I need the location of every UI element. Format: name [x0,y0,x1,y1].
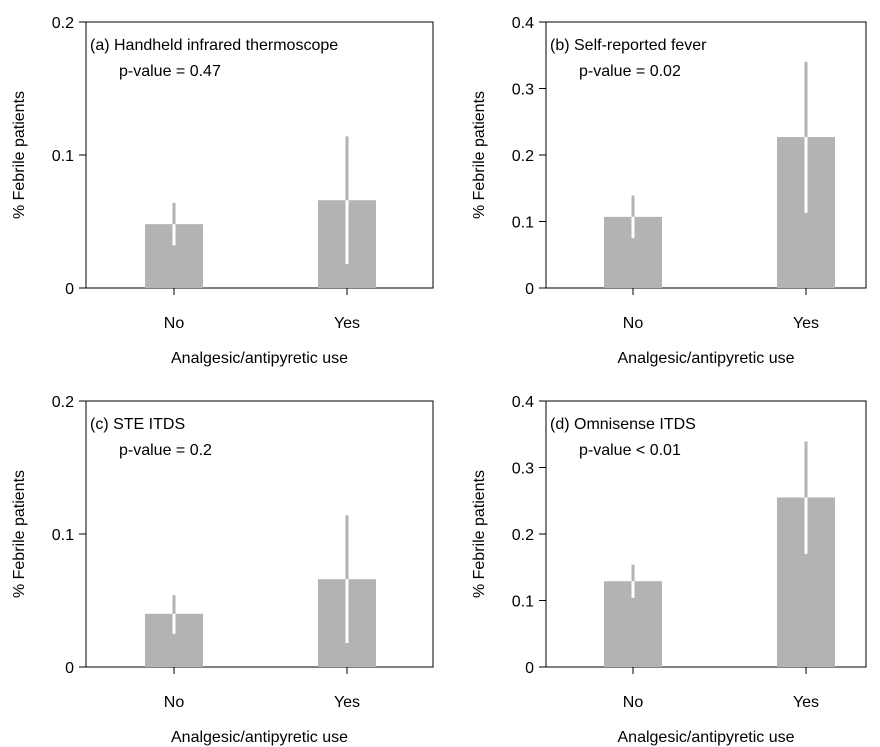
chart-panel-d: 0 0.1 0.2 0.3 0.4 % Febrile patients No Yes Anal… [471,394,867,746]
p-value-label: p-value = 0.02 [579,63,681,80]
y-tick-label: 0 [525,660,534,677]
y-tick-label: 0.1 [52,148,74,165]
p-value-label: p-value = 0.2 [119,442,212,459]
x-tick-label-yes: Yes [334,694,360,711]
panel-title: (a) Handheld infrared thermoscope [90,37,338,54]
y-tick-label: 0 [65,281,74,298]
y-tick-label: 0.3 [512,82,534,99]
y-tick-label: 0.1 [52,527,74,544]
chart-panel-b: 0 0.1 0.2 0.3 0.4 % Febrile patients No Yes Anal… [471,15,867,367]
y-tick-label: 0.1 [512,215,534,232]
panel-title: (b) Self-reported fever [550,37,707,54]
x-axis-title: Analgesic/antipyretic use [171,350,348,367]
x-tick-label-no: No [623,315,644,332]
plot-frame [85,400,434,668]
x-tick-label-no: No [623,694,644,711]
y-tick-label: 0.4 [512,15,534,32]
x-axis-title: Analgesic/antipyretic use [618,729,795,746]
y-tick-label: 0.2 [52,394,74,411]
x-axis-title: Analgesic/antipyretic use [171,729,348,746]
y-axis-title: % Febrile patients [471,91,488,219]
y-tick-label: 0 [65,660,74,677]
y-tick-label: 0.1 [512,594,534,611]
y-tick-label: 0.3 [512,461,534,478]
x-axis-title: Analgesic/antipyretic use [618,350,795,367]
y-tick-label: 0.4 [512,394,534,411]
y-tick-label: 0.2 [512,148,534,165]
x-tick-label-yes: Yes [793,315,819,332]
p-value-label: p-value < 0.01 [579,442,681,459]
y-axis-title: % Febrile patients [11,470,28,598]
chart-panel-c: 0 0.1 0.2 % Febrile patients No Yes Analgesic/… [11,394,434,746]
x-tick-label-no: No [164,694,185,711]
chart-panel-a: 0 0.1 0.2 % Febrile patients No Yes Analgesic/… [11,15,434,367]
y-tick-label: 0.2 [52,15,74,32]
p-value-label: p-value = 0.47 [119,63,221,80]
y-tick-label: 0 [525,281,534,298]
y-tick-label: 0.2 [512,527,534,544]
x-tick-label-no: No [164,315,185,332]
plot-frame [85,21,434,289]
y-axis-title: % Febrile patients [11,91,28,219]
panel-title: (c) STE ITDS [90,416,185,433]
panel-title: (d) Omnisense ITDS [550,416,696,433]
y-axis-title: % Febrile patients [471,470,488,598]
x-tick-label-yes: Yes [793,694,819,711]
x-tick-label-yes: Yes [334,315,360,332]
